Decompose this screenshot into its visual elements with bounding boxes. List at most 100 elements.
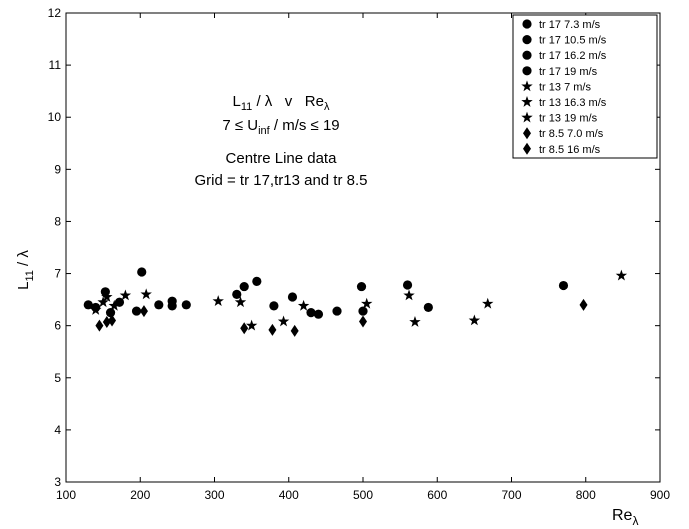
data-point-star (140, 288, 152, 300)
data-point-circle (313, 309, 324, 319)
legend-marker-circle (522, 66, 532, 76)
data-point-circle (402, 280, 413, 290)
annotation-line-1-a: L (233, 93, 241, 110)
data-point-star (234, 296, 247, 308)
annotation-line-3: Centre Line data (226, 150, 338, 167)
annotation-line-2-a-sub: inf (258, 125, 271, 137)
data-point-circle (269, 301, 279, 311)
data-point-star (245, 319, 258, 331)
data-point-circle (558, 280, 569, 291)
y-tick-label: 10 (48, 110, 62, 124)
data-point-star (615, 269, 628, 281)
data-point-star (403, 289, 415, 301)
legend-marker-circle (522, 19, 532, 29)
legend-items: tr 17 7.3 m/s tr 17 10.5 m/s tr 17 16.2 m/… (521, 19, 607, 156)
data-point-circle (356, 281, 367, 292)
y-axis-label: L11 / λ (15, 250, 36, 290)
data-point-diamond (579, 298, 588, 311)
legend-marker-star (521, 111, 533, 123)
y-tick-label: 12 (48, 6, 62, 20)
legend-label: tr 8.5 16 m/s (539, 144, 601, 156)
data-point-diamond (139, 305, 148, 318)
legend-label: tr 17 7.3 m/s (539, 19, 601, 31)
data-point-circle (332, 306, 342, 316)
data-point-diamond (240, 322, 249, 335)
x-tick-label: 600 (427, 488, 447, 502)
data-point-diamond (102, 316, 111, 329)
y-tick-labels: 3 4 5 6 7 8 9 10 11 12 (48, 6, 62, 489)
legend-box (512, 14, 658, 159)
legend-label: tr 13 19 m/s (539, 113, 598, 125)
data-point-circle (181, 300, 191, 310)
data-point-star (89, 304, 102, 315)
y-tick-label: 11 (49, 58, 62, 72)
x-tick-labels: 100 200 300 400 500 600 700 800 900 (56, 488, 670, 502)
x-tick-label: 200 (130, 488, 150, 502)
annotation-line-1: L11 / λ v Reλ (233, 93, 330, 113)
y-tick-label: 8 (54, 214, 61, 228)
legend-label: tr 8.5 7.0 m/s (539, 128, 604, 140)
legend-label: tr 17 10.5 m/s (539, 35, 607, 47)
data-point-circle (105, 308, 116, 318)
data-points (83, 267, 628, 337)
x-tick-label: 900 (650, 488, 670, 502)
data-point-circle (306, 308, 316, 318)
chart-annotation: L11 / λ v Reλ 7 ≤ Uinf / m/s ≤ 19 Centre… (194, 93, 367, 189)
data-point-circle (423, 302, 433, 313)
annotation-line-1-b: / λ v Re (252, 93, 324, 110)
annotation-line-2: 7 ≤ Uinf / m/s ≤ 19 (222, 117, 339, 137)
data-point-circle (83, 300, 93, 310)
data-point-star (468, 314, 481, 326)
data-point-diamond (359, 315, 367, 328)
data-point-star (108, 299, 120, 311)
y-tick-label: 5 (54, 371, 61, 385)
x-tick-label: 400 (279, 488, 299, 502)
data-point-circle (154, 300, 164, 310)
data-point-star (297, 299, 310, 311)
y-tick-label: 4 (54, 423, 61, 437)
legend-label: tr 13 7 m/s (539, 81, 591, 93)
data-point-circle (358, 306, 368, 316)
data-point-star (277, 315, 290, 327)
y-axis-label-sub: 11 (24, 270, 36, 281)
annotation-line-2-a: 7 ≤ U (222, 117, 258, 134)
data-point-star (409, 316, 421, 327)
data-point-star (97, 296, 109, 308)
data-point-circle (167, 301, 177, 311)
x-tick-label: 700 (501, 488, 521, 502)
legend-label: tr 13 16.3 m/s (539, 97, 607, 109)
legend-marker-star (521, 80, 533, 92)
data-point-star (361, 297, 373, 309)
y-tick-label: 9 (54, 162, 61, 176)
data-point-diamond (95, 319, 104, 332)
annotation-line-1-b-sub: λ (324, 101, 330, 113)
data-point-star (212, 295, 224, 307)
legend-label: tr 17 16.2 m/s (539, 50, 607, 62)
data-point-diamond (108, 314, 117, 327)
x-axis-label: Reλ (612, 507, 638, 528)
data-point-diamond (290, 324, 299, 337)
x-tick-label: 500 (353, 488, 373, 502)
data-point-star (482, 297, 494, 309)
data-point-star (101, 291, 113, 302)
data-point-circle (131, 306, 142, 316)
legend-marker-circle (522, 35, 532, 45)
data-point-diamond (268, 323, 277, 336)
legend-marker-star (521, 96, 533, 107)
x-tick-label: 800 (576, 488, 596, 502)
axis-ticks (65, 12, 661, 483)
x-tick-label: 300 (204, 488, 224, 502)
annotation-line-4: Grid = tr 17,tr13 and tr 8.5 (194, 172, 367, 189)
y-tick-label: 7 (54, 267, 61, 281)
legend-marker-diamond (523, 127, 531, 140)
data-point-circle (100, 287, 110, 297)
data-point-circle (232, 289, 242, 299)
y-axis-label-tail: / λ (15, 250, 32, 271)
x-tick-label: 100 (56, 488, 76, 502)
annotation-line-1-a-sub: 11 (241, 101, 252, 113)
x-axis-label-main: Re (612, 507, 633, 524)
data-point-circle (287, 292, 298, 302)
y-axis-label-main: L (15, 282, 32, 290)
annotation-line-2-b: / m/s ≤ 19 (270, 117, 340, 134)
